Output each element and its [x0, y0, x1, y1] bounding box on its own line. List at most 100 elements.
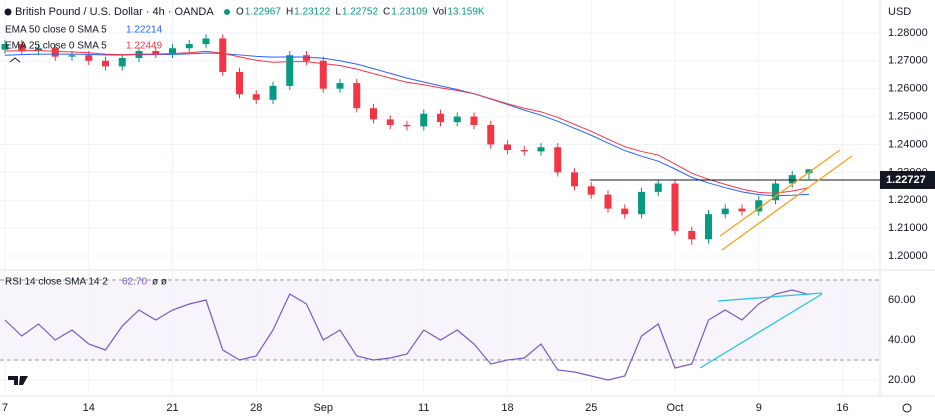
candle-body — [520, 150, 528, 152]
x-tick-label: 7 — [2, 402, 8, 414]
y-tick-label: 1.20000 — [888, 250, 928, 262]
ema-line — [4, 49, 810, 194]
x-tick-label: 25 — [585, 402, 597, 414]
x-tick-label: 11 — [418, 402, 429, 414]
candle-body — [269, 85, 277, 100]
candle-body — [185, 44, 193, 49]
channel-upper — [719, 149, 841, 237]
ohlc-legend: O 1.22967 H 1.23122 L 1.22752 C 1.23109 Vol 13.15… — [236, 7, 485, 18]
y-tick-label: 1.25000 — [888, 110, 928, 122]
candle-body — [604, 194, 612, 209]
plot — [1, 34, 880, 381]
rsi-extra: ø ø — [152, 277, 167, 288]
rsi-trend-upper — [717, 292, 823, 302]
candle-body — [621, 208, 629, 215]
ema-line — [4, 52, 810, 197]
x-tick-label: Sep — [313, 402, 333, 414]
candle-body — [453, 116, 461, 123]
candle-body — [755, 200, 763, 212]
settings-icon[interactable] — [902, 403, 912, 413]
symbol-icon — [4, 8, 12, 16]
ohlc-value: 1.22967 — [245, 7, 282, 18]
rsi-band-fill — [0, 280, 880, 360]
candle-body — [169, 48, 176, 54]
ema25-legend[interactable]: EMA 25 close 0 SMA 5 — [5, 41, 107, 52]
candle-body — [236, 71, 243, 95]
candle-body — [705, 214, 712, 240]
ohlc-key: C — [383, 7, 390, 18]
candle-body — [654, 183, 662, 192]
candle-body — [420, 113, 428, 127]
candle-body — [18, 44, 26, 52]
symbol-title[interactable]: British Pound / U.S. Dollar · 4h · OANDA — [15, 6, 214, 18]
candle-body — [571, 172, 578, 187]
rsi-line — [4, 289, 810, 381]
candle-body — [353, 83, 361, 109]
x-tick-label: 14 — [83, 402, 95, 414]
candle-body — [102, 60, 109, 67]
candle-body — [68, 55, 76, 57]
y-tick-label: 60.00 — [888, 294, 916, 306]
candle-body — [152, 51, 160, 54]
candle-body — [587, 186, 595, 195]
candle-body — [805, 169, 813, 174]
candle-body — [537, 147, 545, 152]
candle-body — [219, 38, 227, 72]
channel-lower — [721, 155, 853, 251]
ohlc-value: 1.23122 — [294, 7, 331, 18]
candle-body — [671, 183, 679, 231]
x-tick-label: 18 — [501, 402, 513, 414]
y-tick-label: 1.27000 — [888, 55, 928, 67]
candle-body — [319, 60, 327, 89]
volume-value: 13.159K — [447, 7, 485, 18]
candle-body — [1, 44, 9, 50]
price-tag — [880, 170, 935, 189]
candle-body — [386, 119, 394, 125]
candle-body — [638, 191, 645, 215]
collapse-icon[interactable] — [9, 57, 21, 63]
y-tick-label: 1.21000 — [888, 222, 928, 234]
candle-body — [470, 116, 478, 125]
candle-body — [35, 48, 42, 52]
rsi-legend[interactable]: RSI 14 close SMA 14 2 — [5, 277, 108, 288]
candle-body — [303, 55, 310, 61]
candle-body — [51, 48, 59, 57]
candle-body — [252, 94, 260, 100]
candle-body — [85, 55, 93, 61]
candle-body — [554, 147, 562, 173]
y-tick-label: 1.28000 — [888, 27, 928, 39]
candle-body — [118, 58, 126, 67]
ohlc-value: 1.23109 — [391, 7, 428, 18]
x-tick-label: 9 — [756, 402, 762, 414]
y-tick-label: 20.00 — [888, 374, 916, 386]
volume-key: Vol — [432, 7, 446, 18]
ema50-value: 1.22214 — [126, 25, 163, 36]
candle-body — [504, 144, 511, 151]
candle-body — [772, 183, 779, 201]
currency[interactable]: USD — [888, 6, 911, 18]
ema50-legend[interactable]: EMA 50 close 0 SMA 5 — [5, 25, 107, 36]
candle-body — [370, 108, 377, 120]
y-tick-label: 1.22000 — [888, 194, 928, 206]
candle-body — [336, 83, 344, 89]
ohlc-key: H — [286, 7, 293, 18]
candle-body — [286, 55, 294, 86]
logo[interactable] — [8, 376, 28, 385]
ema25-value: 1.22449 — [126, 41, 163, 52]
x-tick-label: 28 — [250, 402, 262, 414]
rsi-trend-lower — [699, 293, 823, 369]
y-tick-label: 1.24000 — [888, 138, 928, 150]
candle-body — [738, 208, 746, 212]
ohlc-key: L — [335, 7, 341, 18]
candle-body — [721, 208, 729, 215]
x-tick-label: 16 — [836, 402, 848, 414]
rsi-value: 62.70 — [122, 277, 147, 288]
candle-body — [202, 38, 210, 45]
candle-body — [403, 124, 411, 127]
y-tick-label: 40.00 — [888, 334, 916, 346]
candle-body — [788, 175, 796, 184]
ohlc-key: O — [236, 7, 244, 18]
x-tick-label: Oct — [666, 402, 683, 414]
